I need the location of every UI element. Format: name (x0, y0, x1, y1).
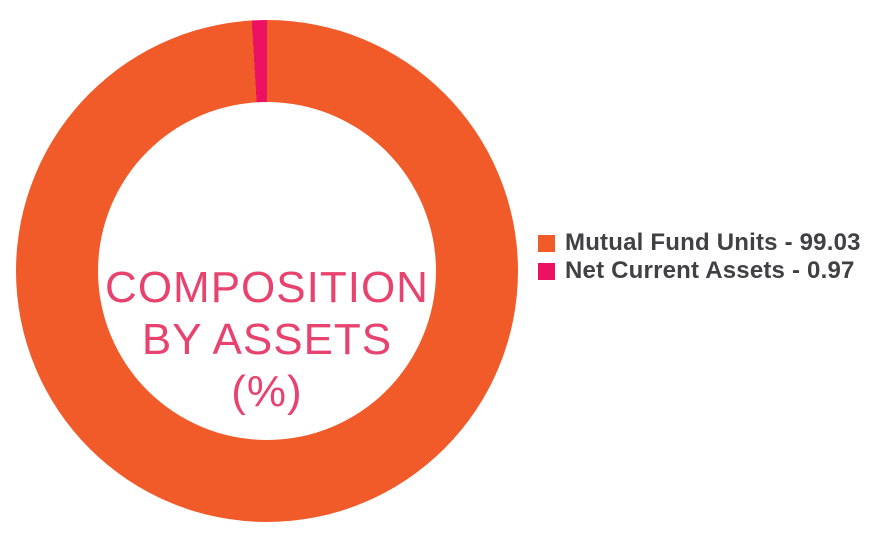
legend-item-mutual-fund-units: Mutual Fund Units - 99.03 (538, 229, 861, 257)
legend-item-net-current-assets: Net Current Assets - 0.97 (538, 257, 861, 285)
legend-swatch-orange-icon (538, 234, 555, 252)
legend-label-net-current-assets: Net Current Assets - 0.97 (565, 257, 855, 284)
donut-chart: COMPOSITION BY ASSETS (%) (16, 20, 518, 522)
legend: Mutual Fund Units - 99.03 Net Current As… (538, 229, 861, 285)
legend-swatch-pink-icon (538, 262, 555, 280)
center-title-line-2: BY ASSETS (141, 315, 393, 364)
legend-label-mutual-fund-units: Mutual Fund Units - 99.03 (565, 229, 861, 256)
chart-center-title: COMPOSITION BY ASSETS (%) (98, 262, 436, 418)
center-title-line-3: (%) (231, 367, 303, 416)
center-title-line-1: COMPOSITION (105, 263, 429, 312)
donut-hole: COMPOSITION BY ASSETS (%) (98, 102, 436, 440)
